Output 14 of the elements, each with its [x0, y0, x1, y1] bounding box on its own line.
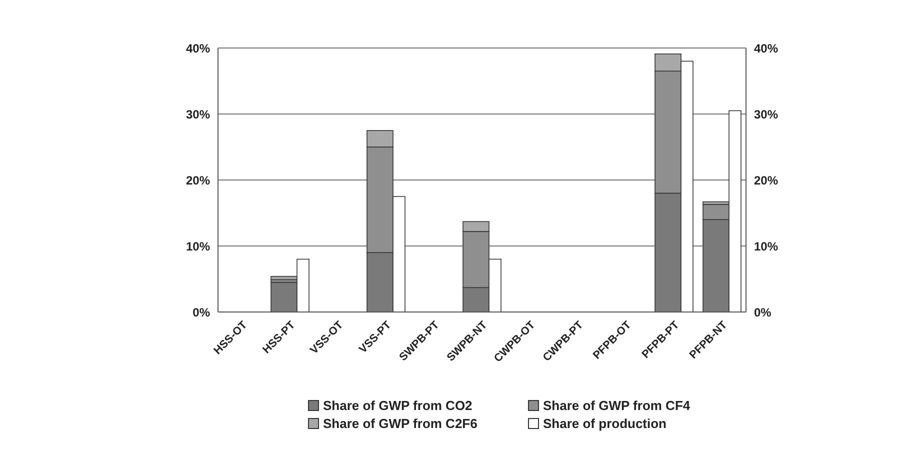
y2-tick-label: 10% — [754, 239, 778, 254]
legend-label: Share of GWP from CO2 — [323, 398, 472, 413]
y2-tick-label: 40% — [754, 41, 778, 56]
y-tick-label: 40% — [186, 41, 210, 56]
y-tick-label: 20% — [186, 173, 210, 188]
y-tick-label: 30% — [186, 107, 210, 122]
y2-tick-label: 30% — [754, 107, 778, 122]
y2-tick-label: 20% — [754, 173, 778, 188]
legend-label: Share of GWP from CF4 — [543, 398, 690, 413]
y-tick-label: 10% — [186, 239, 210, 254]
y2-tick-label: 0% — [754, 305, 772, 320]
y-tick-label: 0% — [192, 305, 210, 320]
legend-label: Share of production — [543, 416, 666, 431]
legend-label: Share of GWP from C2F6 — [323, 416, 478, 431]
